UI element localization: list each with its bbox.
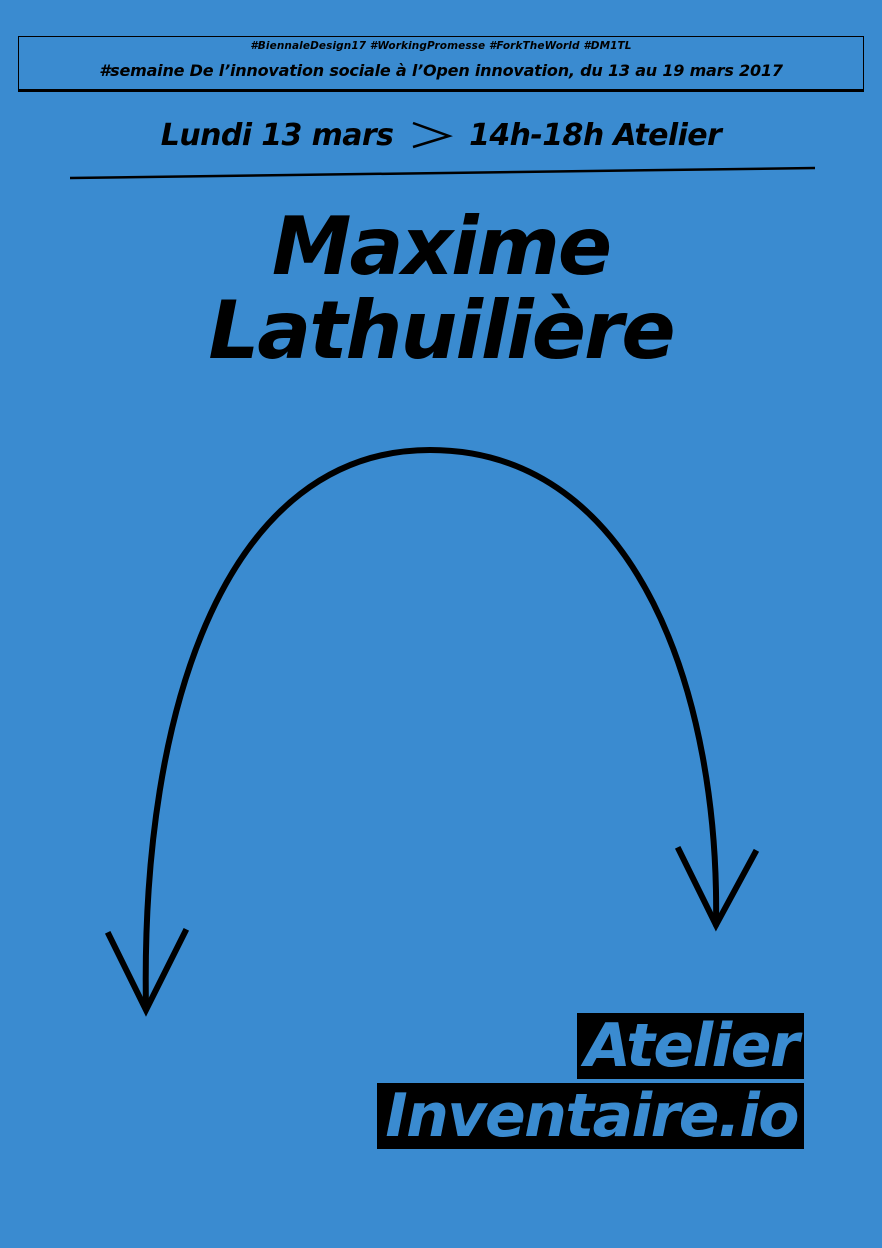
header-box: #BiennaleDesign17 #WorkingPromesse #Fork… [18, 36, 864, 92]
workshop-label: Atelier Inventaire.io [377, 1013, 804, 1153]
event-time: 14h-18h Atelier [469, 118, 722, 153]
event-date-line: Lundi 13 mars 14h-18h Atelier [0, 118, 882, 153]
event-date: Lundi 13 mars [160, 118, 394, 153]
chevron-right-icon [412, 121, 454, 149]
workshop-line-1: Atelier [576, 1013, 804, 1079]
workshop-line-2: Inventaire.io [377, 1083, 804, 1149]
speaker-last-name: Lathuilière [208, 284, 675, 377]
speaker-name: Maxime Lathuilière [0, 205, 882, 373]
semaine-text: #semaine De l’innovation sociale à l’Ope… [99, 61, 783, 80]
hashtags-text: #BiennaleDesign17 #WorkingPromesse #Fork… [250, 40, 632, 52]
speaker-first-name: Maxime [271, 200, 612, 293]
